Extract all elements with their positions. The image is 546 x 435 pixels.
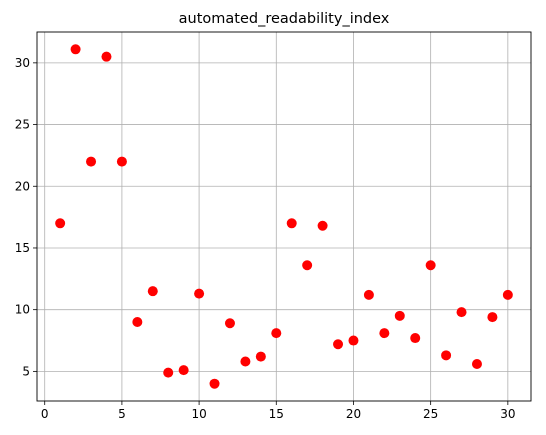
- y-tick-label: 20: [15, 179, 30, 193]
- data-point: [116, 156, 127, 167]
- data-point: [240, 356, 251, 367]
- x-tick-label: 0: [41, 407, 49, 421]
- data-point: [86, 156, 97, 167]
- chart-title: automated_readability_index: [179, 11, 390, 27]
- x-tick-label: 10: [191, 407, 206, 421]
- data-point: [255, 351, 266, 362]
- data-point: [132, 317, 143, 328]
- data-point: [194, 288, 205, 299]
- data-point: [487, 312, 498, 323]
- data-point: [471, 358, 482, 369]
- data-point: [178, 365, 189, 376]
- y-tick-label: 10: [15, 303, 30, 317]
- x-tick-label: 25: [423, 407, 438, 421]
- x-tick-label: 30: [500, 407, 515, 421]
- y-tick-label: 5: [22, 364, 30, 378]
- y-tick-label: 25: [15, 118, 30, 132]
- data-point: [410, 333, 421, 344]
- x-tick-label: 5: [118, 407, 126, 421]
- data-point: [163, 367, 174, 378]
- data-point: [209, 378, 220, 389]
- data-point: [55, 218, 66, 229]
- tick-layer: 0 5 10 15 20 25 30 5 10 15 20 25 30: [15, 56, 516, 421]
- points-layer: [55, 44, 513, 389]
- x-tick-label: 20: [346, 407, 361, 421]
- grid-layer: [37, 32, 531, 401]
- data-point: [70, 44, 81, 55]
- data-point: [333, 339, 344, 350]
- data-point: [441, 350, 452, 361]
- data-point: [271, 328, 282, 339]
- x-tick-label: 15: [269, 407, 284, 421]
- data-point: [502, 289, 513, 300]
- data-point: [317, 220, 328, 231]
- data-point: [302, 260, 313, 271]
- data-point: [224, 318, 235, 329]
- y-tick-label: 15: [15, 241, 30, 255]
- data-point: [363, 289, 374, 300]
- data-point: [425, 260, 436, 271]
- data-point: [394, 310, 405, 321]
- y-tick-label: 30: [15, 56, 30, 70]
- data-point: [379, 328, 390, 339]
- data-point: [286, 218, 297, 229]
- data-point: [348, 335, 359, 346]
- plot-frame: [36, 31, 532, 402]
- data-point: [456, 307, 467, 318]
- data-point: [147, 286, 158, 297]
- data-point: [101, 51, 112, 62]
